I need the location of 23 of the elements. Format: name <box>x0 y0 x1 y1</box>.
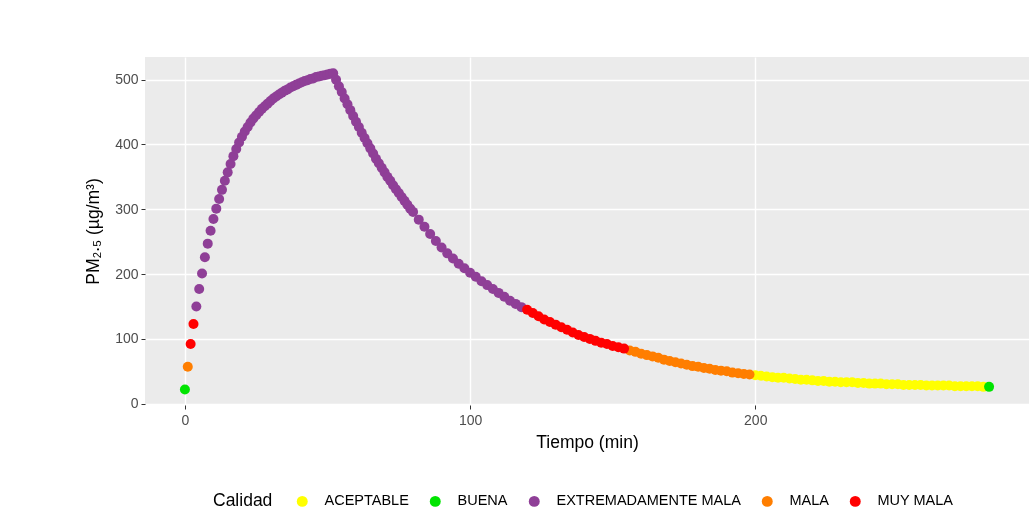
legend-label: BUENA <box>457 492 508 509</box>
y-axis-title: PM₂.₅ (µg/m³) <box>83 178 104 285</box>
point <box>188 319 199 329</box>
x-axis-title: Tiempo (min) <box>536 431 639 452</box>
y-tick-label: 0 <box>130 395 139 412</box>
y-tick-label: 100 <box>115 330 139 347</box>
point <box>984 381 995 392</box>
point <box>179 384 190 395</box>
x-tick-label: 100 <box>458 411 483 428</box>
x-tick-label: 0 <box>181 411 190 428</box>
x-tick-label: 200 <box>744 411 768 428</box>
y-tick-label: 400 <box>115 135 139 152</box>
legend-label: EXTREMADAMENTE MALA <box>556 492 742 509</box>
legend-label: MUY MALA <box>877 492 954 509</box>
y-tick-label: 500 <box>115 71 139 88</box>
legend-label: ACEPTABLE <box>324 492 410 509</box>
point <box>182 361 193 372</box>
y-tick-label: 300 <box>115 200 139 217</box>
point <box>185 339 196 350</box>
legend-title: Calidad <box>213 490 273 510</box>
legend-label: MALA <box>789 492 830 509</box>
y-tick-label: 200 <box>115 265 139 282</box>
point <box>619 343 630 354</box>
